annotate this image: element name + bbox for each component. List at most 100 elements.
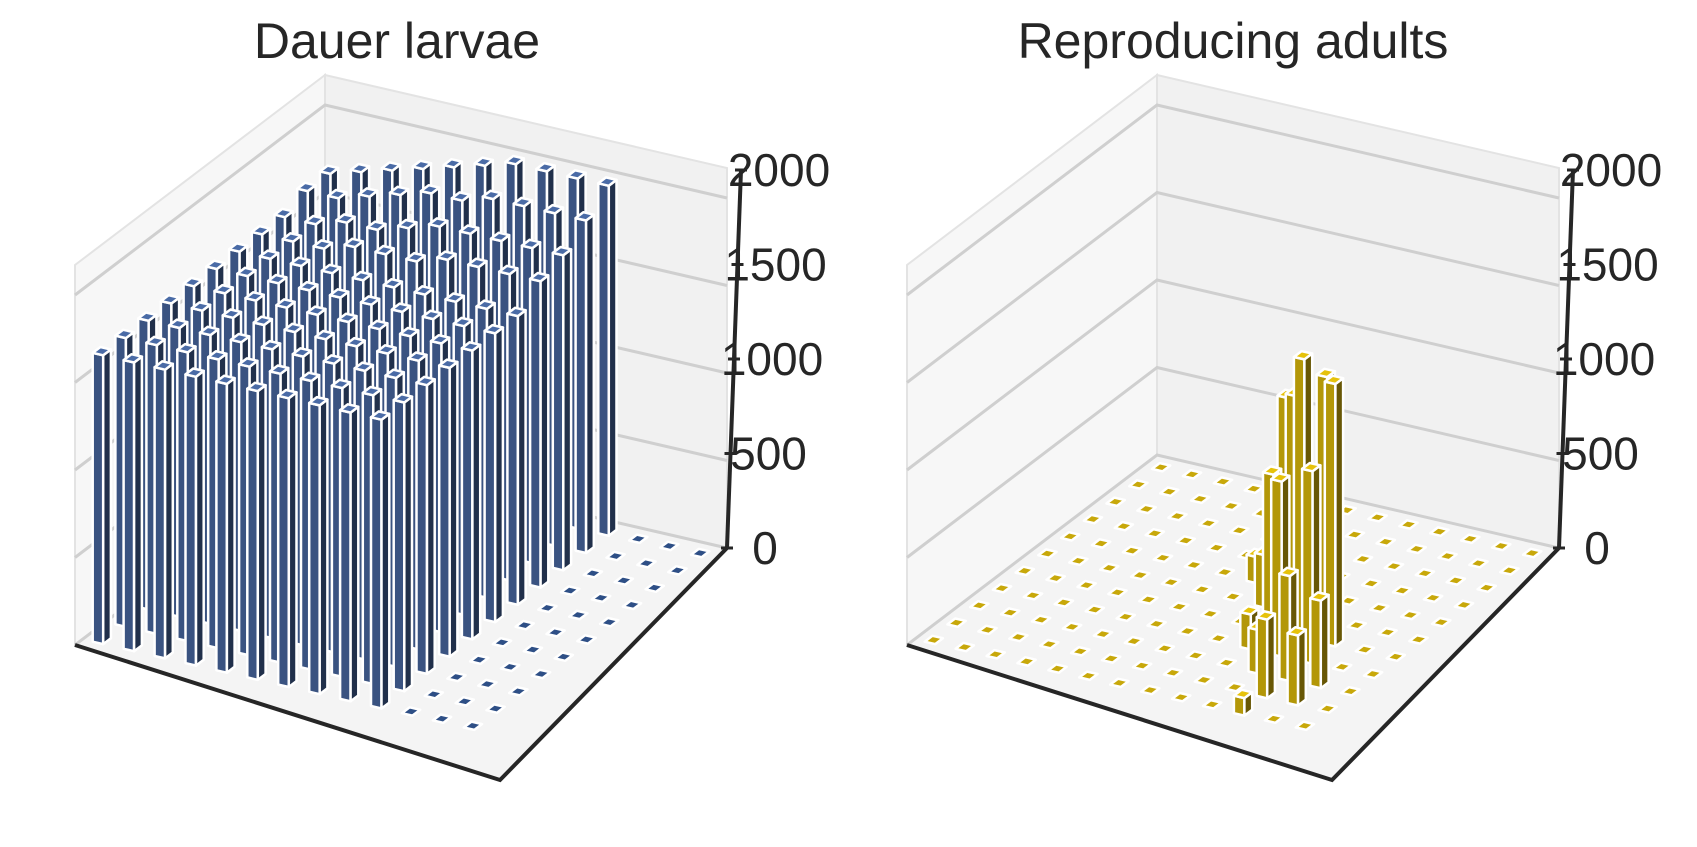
bar [1201,698,1223,710]
bar-top-face [276,388,298,400]
bar [1317,703,1338,714]
bar-top-face [514,619,536,631]
bar-top-face [590,592,612,604]
bar-top-face [467,257,488,269]
bar [582,567,604,579]
bar-top-face [1323,374,1345,386]
bar-top-face [444,292,466,304]
bar-top-face [1030,614,1052,626]
bar-top-face [1146,618,1167,630]
bar-top-face [1445,575,1467,586]
z-tick-label: 500 [730,428,807,480]
bar-top-face [1339,685,1361,697]
bar-side-face [349,405,360,703]
bar-top-face [1100,653,1122,664]
bar-top-face [361,385,383,397]
panel-dauer-larvae: Dauer larvae 0 500 1000 1500 2000 [74,13,830,783]
bar-top-face [411,159,433,171]
bar [1068,555,1089,567]
bar-top-face [1113,520,1135,532]
bar-front-face [246,387,260,682]
bar [1144,527,1166,539]
bar [1138,594,1159,605]
bar [506,306,527,607]
bar [507,685,529,697]
bar-front-face [1286,631,1300,707]
bar [483,323,505,624]
bar-top-face [1098,562,1120,574]
bar-top-face [380,161,402,172]
bar [1499,564,1520,576]
bar-top-face [419,183,441,195]
bar [499,661,521,673]
bar [1344,529,1366,540]
bar [1459,533,1481,545]
bar-top-face [528,271,550,283]
bar-top-face [689,547,711,559]
bar [1408,634,1429,645]
bar-top-face [1278,566,1299,578]
bar-top-face [291,347,313,358]
bar-top-face [227,242,249,253]
bar-top-face [1037,548,1058,559]
bar-side-face [584,213,596,555]
bar-top-face [1309,591,1330,602]
bar [1346,619,1368,631]
bar [1053,597,1075,608]
bar-top-face [283,322,305,334]
bar-top-face [1263,713,1285,725]
bar [1339,685,1361,697]
bar-top-face [481,189,503,201]
bar [184,367,205,667]
bar-front-face [415,381,429,676]
bar-top-face [576,634,597,645]
bar-top-face [1152,552,1174,564]
bar [567,609,589,621]
bar-top-face [598,616,620,628]
bar-top-face [1167,510,1188,522]
bar-top-face [1352,553,1374,565]
bar-top-face [1069,645,1091,657]
bar-top-face [190,301,212,312]
bar-top-face [545,626,566,638]
bar-side-face [562,248,573,572]
bar-top-face [260,339,282,351]
bars [91,154,711,732]
bar [1061,621,1083,633]
bar [307,395,329,696]
bar [454,695,476,707]
bar [1193,674,1215,686]
bar-side-face [471,343,482,641]
bar-top-face [392,392,414,404]
bar [215,374,236,674]
bar-top-face [1354,644,1376,655]
bar-top-face [1038,638,1060,650]
bar-top-face [184,367,205,379]
bar-top-face [268,364,290,376]
bar-top-face [1129,569,1151,581]
bar-top-face [349,162,371,174]
bar-top-face [153,360,175,371]
bar [1108,677,1130,689]
bar-top-face [407,351,428,363]
bar [1198,517,1219,529]
bar-top-face [326,188,348,200]
bar-top-face [551,245,573,257]
bar-top-face [1150,461,1172,473]
bar-top-face [1160,576,1182,588]
bar-top-face [167,318,189,330]
bar [1078,670,1099,682]
bar [1521,547,1543,559]
bar-top-face [400,706,422,717]
bar-top-face [1362,668,1384,680]
bar-top-face [499,661,521,673]
bar [1121,545,1143,557]
chart-title-dauer-larvae: Dauer larvae [254,13,540,69]
bar [1216,657,1238,669]
bar [551,245,573,572]
bar [460,341,482,641]
bar-top-face [454,695,476,707]
bar-top-face [367,319,389,331]
bar [1490,540,1512,552]
bar-top-face [1183,559,1205,571]
